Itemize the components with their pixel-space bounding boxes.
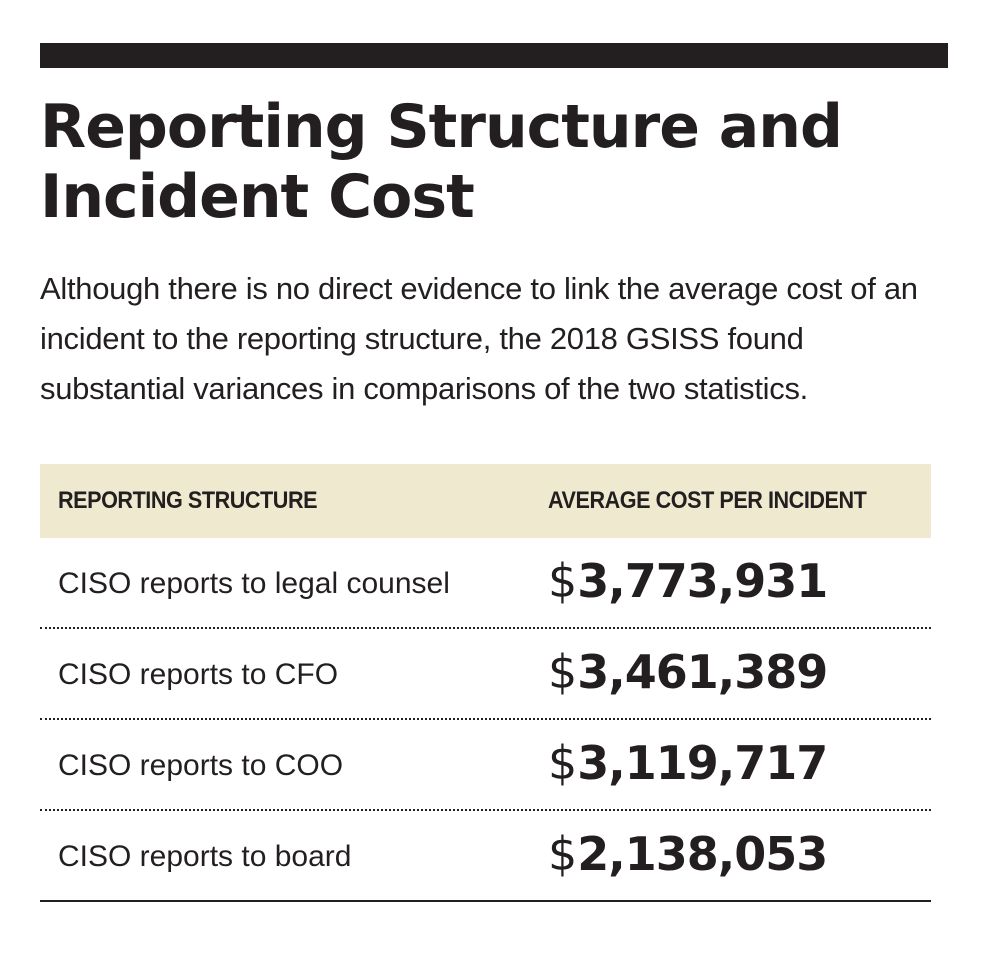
currency-symbol: $: [548, 554, 577, 608]
table-row: CISO reports to COO $3,119,717: [40, 720, 931, 811]
currency-symbol: $: [548, 736, 577, 790]
table-row: CISO reports to legal counsel $3,773,931: [40, 538, 931, 629]
row-label: CISO reports to CFO: [58, 658, 339, 691]
row-value: $2,138,053: [548, 809, 828, 900]
currency-symbol: $: [548, 827, 577, 881]
row-value: $3,119,717: [548, 718, 828, 809]
page-title: Reporting Structure and Incident Cost: [40, 92, 843, 232]
row-label: CISO reports to COO: [58, 749, 344, 782]
intro-text: Although there is no direct evidence to …: [40, 271, 918, 406]
top-rule: [40, 43, 948, 68]
table-row: CISO reports to CFO $3,461,389: [40, 629, 931, 720]
table-header: REPORTING STRUCTURE AVERAGE COST PER INC…: [40, 464, 931, 538]
row-value: $3,773,931: [548, 536, 828, 627]
row-value: $3,461,389: [548, 627, 828, 718]
column-header-average-cost: AVERAGE COST PER INCIDENT: [548, 487, 867, 514]
cost-amount: 2,138,053: [577, 827, 828, 881]
column-header-reporting-structure: REPORTING STRUCTURE: [58, 487, 318, 514]
cost-amount: 3,773,931: [577, 554, 828, 608]
currency-symbol: $: [548, 645, 577, 699]
cost-amount: 3,119,717: [577, 736, 828, 790]
cost-table: REPORTING STRUCTURE AVERAGE COST PER INC…: [40, 464, 931, 902]
row-label: CISO reports to legal counsel: [58, 567, 450, 600]
row-label: CISO reports to board: [58, 840, 352, 873]
cost-amount: 3,461,389: [577, 645, 828, 699]
table-row: CISO reports to board $2,138,053: [40, 811, 931, 902]
